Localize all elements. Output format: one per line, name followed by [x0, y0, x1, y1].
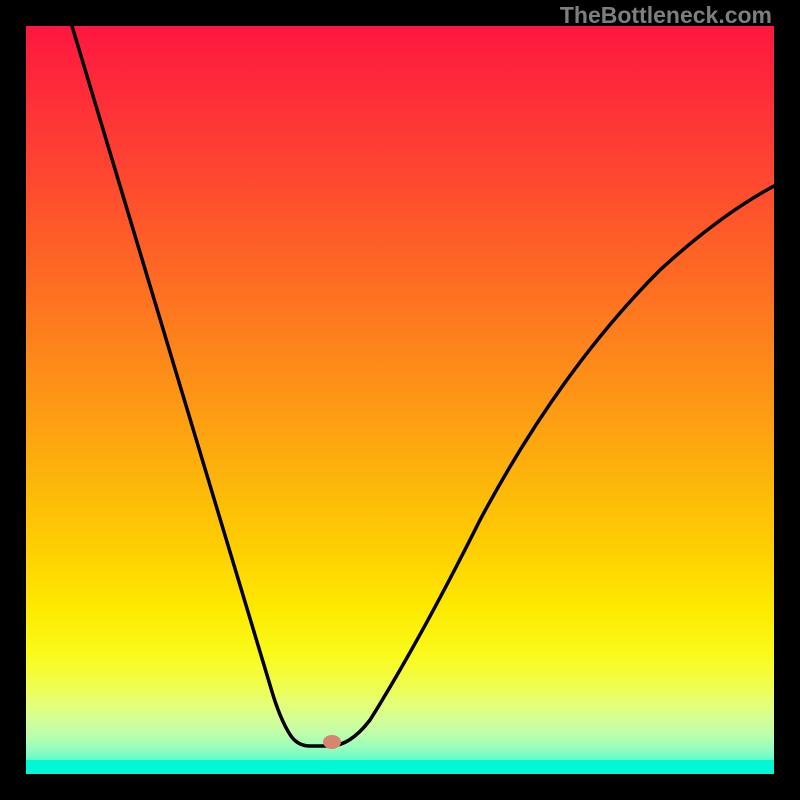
curve-left-branch — [72, 26, 330, 746]
bottleneck-chart: TheBottleneck.com — [0, 0, 800, 800]
watermark-text: TheBottleneck.com — [560, 2, 772, 29]
bottleneck-curve — [0, 0, 800, 800]
curve-right-branch — [330, 186, 774, 746]
minimum-marker — [323, 735, 341, 749]
